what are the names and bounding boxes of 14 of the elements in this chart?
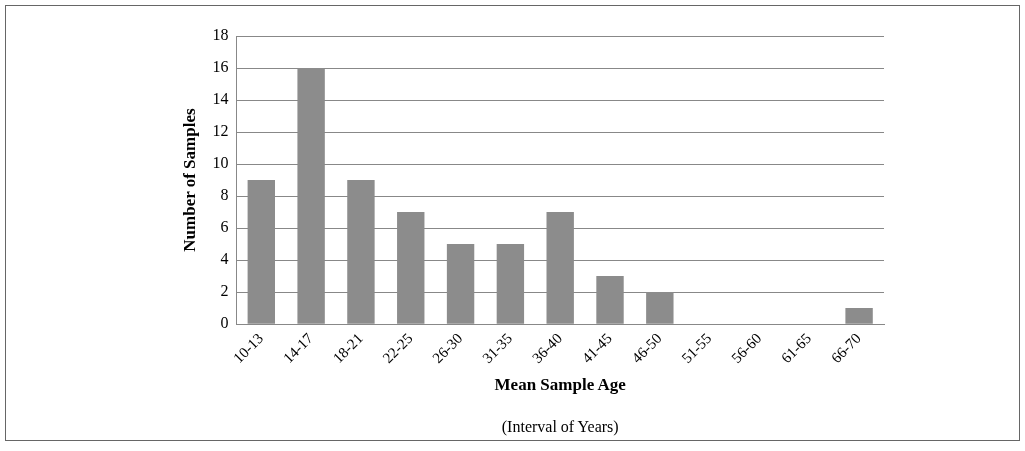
y-tick-label: 0 xyxy=(220,314,229,332)
y-tick-label: 18 xyxy=(212,26,229,44)
text: (Interval of Years) xyxy=(501,418,619,437)
x-axis-title: Mean Sample Age xyxy=(494,375,627,395)
y-axis-title: Number of Samples xyxy=(179,108,199,252)
bar xyxy=(845,308,873,324)
y-tick-label: 8 xyxy=(220,186,229,204)
y-tick-label: 16 xyxy=(212,58,229,76)
y-tick-label: 10 xyxy=(212,154,229,172)
y-tick-label: 6 xyxy=(220,218,229,236)
y-tick-label: 4 xyxy=(220,250,229,268)
y-tick-label: 12 xyxy=(212,122,229,140)
y-tick-label: 2 xyxy=(220,282,229,300)
y-tick-label: 14 xyxy=(212,90,229,108)
